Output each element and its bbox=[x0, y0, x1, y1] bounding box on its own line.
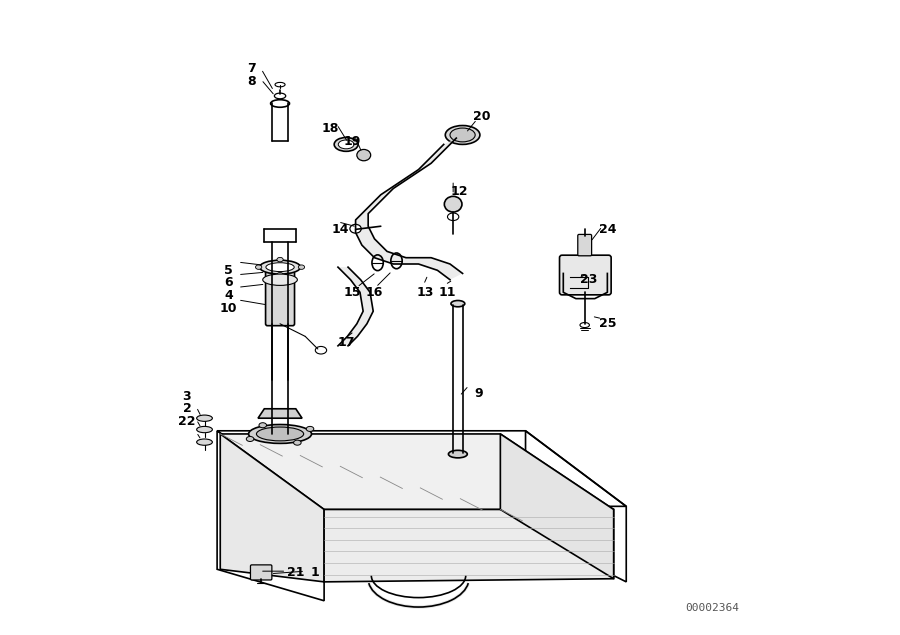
Polygon shape bbox=[258, 409, 302, 418]
Ellipse shape bbox=[446, 126, 480, 144]
Ellipse shape bbox=[451, 300, 464, 307]
Text: 12: 12 bbox=[451, 185, 468, 198]
Text: 7: 7 bbox=[248, 62, 256, 76]
Ellipse shape bbox=[356, 149, 371, 161]
Ellipse shape bbox=[277, 272, 284, 277]
Text: 3: 3 bbox=[183, 390, 191, 403]
Text: 21: 21 bbox=[287, 566, 304, 579]
Ellipse shape bbox=[248, 425, 311, 443]
Text: 20: 20 bbox=[472, 110, 490, 123]
Text: 22: 22 bbox=[178, 415, 195, 428]
Text: 9: 9 bbox=[474, 387, 482, 399]
Text: 19: 19 bbox=[344, 135, 361, 148]
Ellipse shape bbox=[338, 140, 354, 149]
Text: 18: 18 bbox=[321, 122, 339, 135]
Text: 16: 16 bbox=[365, 286, 383, 299]
Polygon shape bbox=[500, 434, 614, 578]
Polygon shape bbox=[356, 138, 463, 280]
Ellipse shape bbox=[196, 439, 212, 445]
Ellipse shape bbox=[266, 263, 294, 272]
Ellipse shape bbox=[196, 426, 212, 432]
Ellipse shape bbox=[447, 213, 459, 220]
FancyBboxPatch shape bbox=[266, 272, 294, 326]
Text: 2: 2 bbox=[183, 402, 192, 415]
Ellipse shape bbox=[256, 265, 262, 269]
Ellipse shape bbox=[350, 224, 361, 233]
Ellipse shape bbox=[247, 436, 254, 441]
Ellipse shape bbox=[306, 426, 314, 431]
Polygon shape bbox=[220, 434, 324, 582]
Ellipse shape bbox=[580, 323, 590, 328]
Ellipse shape bbox=[275, 83, 285, 87]
Text: 13: 13 bbox=[416, 286, 434, 299]
FancyBboxPatch shape bbox=[250, 565, 272, 580]
Polygon shape bbox=[338, 267, 373, 346]
Text: 00002364: 00002364 bbox=[686, 603, 740, 613]
FancyBboxPatch shape bbox=[578, 234, 591, 256]
Ellipse shape bbox=[334, 138, 358, 151]
Ellipse shape bbox=[274, 93, 285, 99]
Ellipse shape bbox=[256, 427, 303, 441]
Ellipse shape bbox=[315, 347, 327, 354]
Text: 6: 6 bbox=[224, 276, 233, 290]
Text: 17: 17 bbox=[338, 336, 355, 349]
Text: 4: 4 bbox=[224, 289, 233, 302]
Ellipse shape bbox=[293, 440, 302, 445]
FancyBboxPatch shape bbox=[560, 255, 611, 295]
Text: 10: 10 bbox=[220, 302, 238, 314]
Text: 14: 14 bbox=[331, 223, 348, 236]
Ellipse shape bbox=[271, 100, 290, 107]
Polygon shape bbox=[220, 434, 614, 509]
Ellipse shape bbox=[277, 257, 284, 262]
Ellipse shape bbox=[263, 274, 297, 285]
Text: 1: 1 bbox=[310, 566, 319, 579]
Ellipse shape bbox=[445, 196, 462, 212]
Text: 11: 11 bbox=[438, 286, 455, 299]
Ellipse shape bbox=[298, 265, 304, 269]
Ellipse shape bbox=[259, 260, 301, 274]
Text: 24: 24 bbox=[598, 223, 616, 236]
Text: 15: 15 bbox=[344, 286, 361, 299]
Text: 8: 8 bbox=[248, 75, 256, 88]
Ellipse shape bbox=[196, 415, 212, 422]
Text: 5: 5 bbox=[224, 264, 233, 277]
Ellipse shape bbox=[448, 450, 467, 458]
Text: 25: 25 bbox=[598, 318, 616, 330]
Ellipse shape bbox=[450, 128, 475, 142]
Polygon shape bbox=[324, 509, 614, 582]
Ellipse shape bbox=[259, 423, 266, 428]
Text: 23: 23 bbox=[580, 273, 598, 286]
